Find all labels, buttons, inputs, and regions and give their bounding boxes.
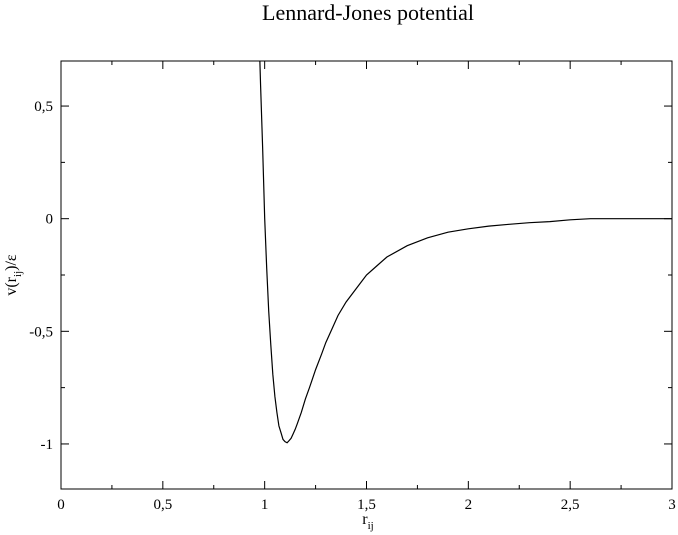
y-tick-label-0: -1 [41,437,54,453]
y-tick-label-3: 0,5 [34,99,53,115]
x-tick-label-3: 1,5 [357,497,376,513]
x-tick-label-5: 2,5 [561,497,580,513]
axis-ticks [60,61,673,489]
y-tick-labels: -1 -0,5 0 0,5 [29,99,53,453]
y-tick-label-2: 0 [46,212,54,228]
series-line-lj [259,61,672,444]
x-tick-label-2: 1 [261,497,269,513]
y-tick-label-1: -0,5 [29,324,53,340]
x-tick-labels: 0 0,5 1 1,5 2 2,5 3 [57,497,676,513]
x-tick-label-0: 0 [57,497,65,513]
y-axis-label-prefix: v(r [3,276,20,295]
y-axis-label: v(rij)/ε [3,254,24,296]
x-tick-label-6: 3 [668,497,676,513]
chart-title: Lennard-Jones potential [262,0,474,25]
y-axis-label-sub: ij [12,271,24,277]
x-axis-label-base: r [362,511,368,528]
x-tick-label-4: 2 [465,497,473,513]
x-tick-label-1: 0,5 [153,497,172,513]
y-axis-label-suffix: )/ε [3,254,20,271]
x-axis-label: rij [362,511,373,532]
x-axis-label-sub: ij [368,520,374,532]
